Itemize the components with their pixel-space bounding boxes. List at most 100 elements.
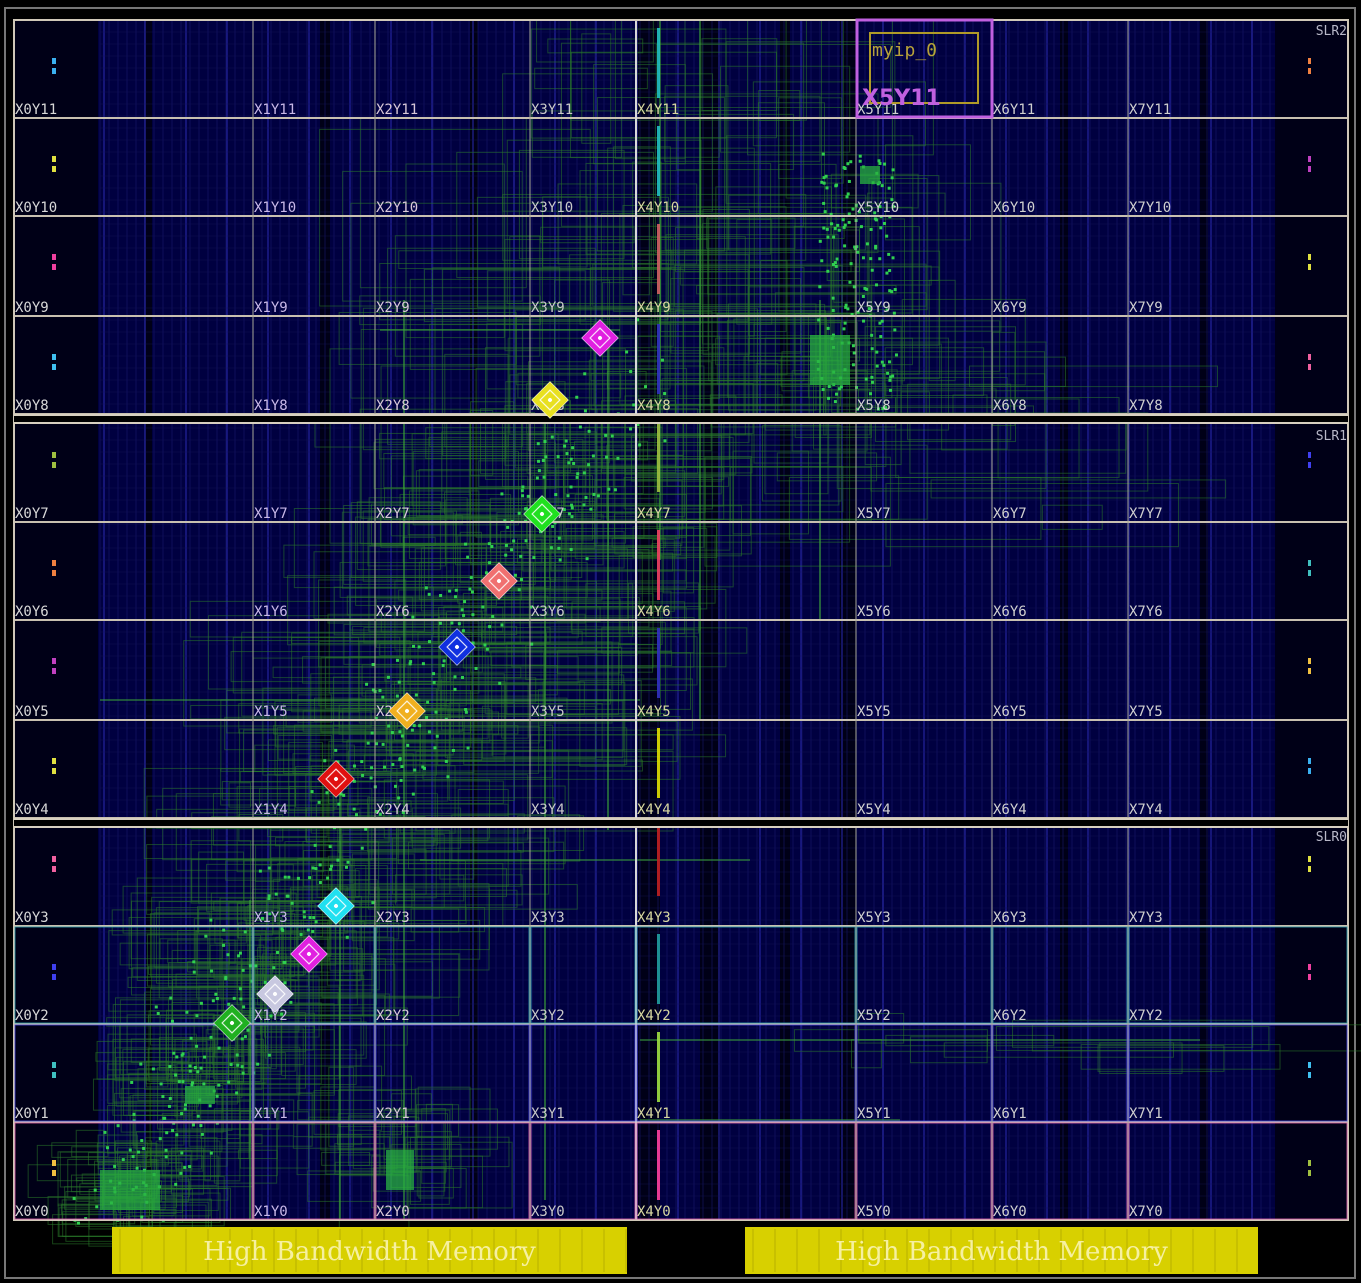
placed-cell — [211, 999, 215, 1003]
clock-spine-mark — [52, 1072, 56, 1078]
clock-spine-mark — [52, 658, 56, 664]
placed-cell — [337, 802, 341, 806]
route-net — [112, 1004, 240, 1103]
placed-cell — [417, 645, 421, 649]
placed-cell — [422, 766, 426, 770]
clock-spine-mark — [1308, 866, 1311, 872]
clock-spine-mark — [1308, 658, 1311, 664]
placed-cell — [831, 308, 835, 312]
placed-cell — [893, 288, 897, 292]
cell-marker[interactable] — [213, 1004, 251, 1042]
slr-label: SLR0 — [1316, 830, 1347, 845]
region-outline — [856, 926, 992, 1024]
placed-cell — [891, 168, 895, 172]
clock-region-label: X0Y10 — [15, 200, 57, 216]
placed-cell — [260, 916, 264, 920]
placed-cell — [887, 252, 891, 256]
cell-marker[interactable] — [531, 381, 569, 419]
cell-marker[interactable] — [480, 562, 518, 600]
placed-cell — [282, 960, 286, 964]
route-net — [909, 1036, 988, 1064]
placed-cell — [131, 1155, 135, 1159]
placed-cell — [397, 796, 401, 800]
placed-cell — [159, 1082, 163, 1086]
placed-cell — [829, 222, 833, 226]
placed-cell — [851, 344, 855, 348]
center-clock-mark — [657, 1130, 660, 1200]
route-net — [346, 803, 509, 817]
placed-cell — [888, 360, 892, 364]
placed-cell — [873, 211, 877, 215]
clock-region-label: X3Y1 — [531, 1106, 565, 1122]
clock-region-label: X5Y7 — [857, 506, 891, 522]
placed-cell — [192, 960, 196, 964]
placed-cell — [885, 308, 889, 312]
clock-spine-mark — [1308, 1160, 1311, 1166]
cell-marker[interactable] — [256, 975, 294, 1013]
cell-marker[interactable] — [290, 935, 328, 973]
placed-cell — [570, 503, 574, 507]
placed-cell — [880, 360, 884, 364]
clock-region-label: X4Y0 — [637, 1204, 671, 1220]
pblock-layer[interactable]: myip_0 X5Y11 — [855, 18, 994, 119]
route-net — [943, 1042, 1174, 1058]
pblock-outline[interactable] — [855, 18, 994, 119]
route-net — [666, 310, 713, 487]
placed-cell — [558, 558, 562, 562]
route-net — [384, 486, 602, 521]
placed-cell — [398, 730, 402, 734]
placed-cell — [564, 439, 568, 443]
cell-marker[interactable] — [523, 495, 561, 533]
placed-cell — [285, 894, 289, 898]
placed-cell — [314, 867, 318, 871]
placed-cell — [851, 207, 855, 211]
clock-region-label: X7Y7 — [1129, 506, 1163, 522]
clock-spine-mark — [52, 1160, 56, 1166]
route-net — [422, 715, 681, 780]
placed-cell — [556, 455, 560, 459]
center-clock-mark — [657, 934, 660, 1004]
route-net — [348, 1065, 383, 1131]
route-net — [884, 347, 985, 396]
placed-cell — [587, 429, 591, 433]
cell-markers[interactable] — [213, 319, 619, 1042]
cell-marker[interactable] — [438, 628, 476, 666]
placed-cell — [242, 1005, 246, 1009]
placed-cell — [137, 1150, 141, 1154]
placed-cell — [826, 326, 830, 330]
cell-marker[interactable] — [581, 319, 619, 357]
cell-marker[interactable] — [388, 692, 426, 730]
route-net — [149, 913, 296, 977]
clock-spine-mark — [1308, 668, 1311, 674]
placed-cell — [352, 807, 356, 811]
placed-cell — [164, 1148, 168, 1152]
placed-cell — [569, 485, 573, 489]
route-net — [327, 613, 586, 624]
placed-cell — [383, 765, 387, 769]
route-net — [542, 681, 585, 716]
route-net — [277, 734, 333, 760]
route-net — [753, 323, 829, 464]
placed-cell — [820, 259, 824, 263]
placed-cell — [76, 1221, 80, 1225]
placed-cell — [170, 1019, 174, 1023]
cell-marker[interactable] — [317, 760, 355, 798]
placed-cell — [246, 1028, 250, 1032]
placed-cell — [426, 700, 430, 704]
placed-cell — [214, 992, 218, 996]
placed-cell — [444, 759, 448, 763]
route-net — [398, 250, 673, 269]
route-net — [167, 939, 236, 964]
placed-cell — [471, 613, 475, 617]
placed-cell — [861, 256, 865, 260]
region-outline — [530, 1122, 636, 1220]
placed-cell — [570, 506, 574, 510]
placed-cell — [835, 392, 839, 396]
placed-cell — [888, 388, 892, 392]
cell-marker-ring — [446, 636, 468, 658]
placed-cell — [254, 964, 258, 968]
clock-spine-mark — [1308, 1072, 1311, 1078]
cell-marker[interactable] — [317, 887, 355, 925]
